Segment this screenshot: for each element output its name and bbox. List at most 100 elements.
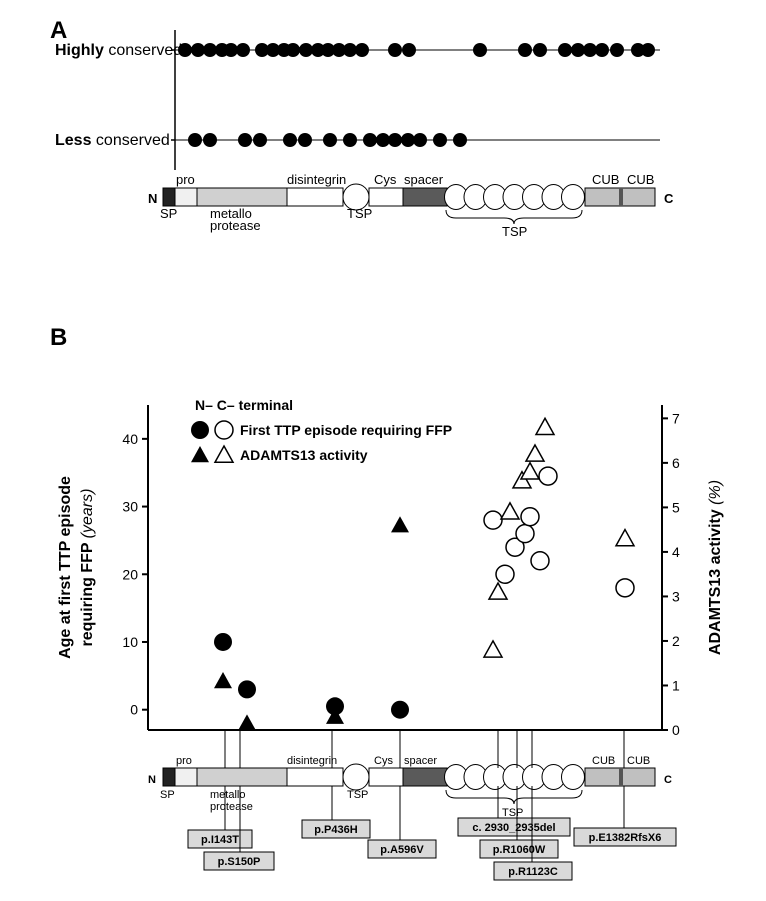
domain-label: disintegrin <box>287 172 346 187</box>
domain-segment <box>287 768 343 786</box>
right-tick-label: 4 <box>672 544 680 560</box>
tsp-brace <box>446 210 582 224</box>
panel-b-label: B <box>50 324 67 351</box>
domain-segment <box>369 768 403 786</box>
domain-label: spacer <box>404 172 444 187</box>
high-conserved-dot <box>402 43 416 57</box>
domain-label: CUB <box>627 172 654 187</box>
data-circle-open <box>531 552 549 570</box>
domain-label: TSP <box>502 224 527 239</box>
legend-marker-tri-open <box>215 446 233 462</box>
domain-label: Cys <box>374 755 393 767</box>
domain-label: pro <box>176 172 195 187</box>
domain-label: SP <box>160 789 175 801</box>
data-triangle-open <box>489 583 507 599</box>
right-tick-label: 0 <box>672 722 680 738</box>
data-triangle-open <box>526 445 544 461</box>
panel-a-label: A <box>50 17 67 44</box>
legend-header: N– C– terminal <box>195 397 293 413</box>
domain-label: CUB <box>627 755 650 767</box>
data-triangle-open <box>521 463 539 479</box>
cub-divider <box>619 188 623 206</box>
high-conserved-dot <box>203 43 217 57</box>
domain-segment <box>287 188 343 206</box>
high-conserved-dot <box>236 43 250 57</box>
low-conserved-dot <box>343 133 357 147</box>
high-conserved-dot <box>583 43 597 57</box>
low-conserved-dot <box>188 133 202 147</box>
high-conserved-dot <box>178 43 192 57</box>
right-tick-label: 2 <box>672 633 680 649</box>
high-conserved-dot <box>641 43 655 57</box>
low-conserved-dot <box>413 133 427 147</box>
domain-label: disintegrin <box>287 755 337 767</box>
high-conserved-dot <box>610 43 624 57</box>
mutation-label: p.R1060W <box>493 844 546 856</box>
c-terminal-label: C <box>664 191 674 206</box>
data-circle-open <box>521 508 539 526</box>
domain-label: Cys <box>374 172 397 187</box>
left-tick-label: 30 <box>122 499 138 515</box>
data-triangle-solid <box>391 516 409 532</box>
tsp-domain <box>343 764 369 790</box>
left-tick-label: 10 <box>122 634 138 650</box>
low-conserved-dot <box>283 133 297 147</box>
domain-segment <box>369 188 403 206</box>
low-conserved-dot <box>298 133 312 147</box>
data-triangle-open <box>616 530 634 546</box>
left-tick-label: 20 <box>122 566 138 582</box>
low-conserved-dot <box>323 133 337 147</box>
domain-label: protease <box>210 801 253 813</box>
domain-label: TSP <box>347 206 372 221</box>
low-conserved-dot <box>253 133 267 147</box>
high-conserved-dot <box>595 43 609 57</box>
data-circle-open <box>616 579 634 597</box>
domain-label: SP <box>160 206 177 221</box>
tsp-repeat <box>562 765 585 790</box>
high-conserved-dot <box>571 43 585 57</box>
low-conserved-dot <box>433 133 447 147</box>
data-circle-open <box>496 565 514 583</box>
c-terminal-label: C <box>664 774 672 786</box>
legend-marker-circle-solid <box>191 421 209 439</box>
domain-segment <box>175 188 197 206</box>
high-conserved-dot <box>518 43 532 57</box>
high-conserved-dot <box>558 43 572 57</box>
high-conserved-dot <box>343 43 357 57</box>
right-axis-title: ADAMTS13 activity (%) <box>707 480 724 655</box>
data-circle-solid <box>391 701 409 719</box>
data-circle-solid <box>214 633 232 651</box>
domain-label: CUB <box>592 755 615 767</box>
high-conserved-dot <box>533 43 547 57</box>
right-tick-label: 5 <box>672 499 680 515</box>
data-triangle-open <box>501 503 519 519</box>
cub-divider <box>619 768 623 786</box>
domain-label: TSP <box>502 807 523 819</box>
mutation-label: c. 2930_2935del <box>472 822 555 834</box>
n-terminal-label: N <box>148 774 156 786</box>
tsp-repeat <box>562 185 585 210</box>
high-conserved-dot <box>473 43 487 57</box>
domain-segment <box>197 188 287 206</box>
mutation-label: p.I143T <box>201 834 239 846</box>
right-tick-label: 1 <box>672 677 680 693</box>
domain-label: TSP <box>347 789 368 801</box>
mutation-label: p.S150P <box>218 856 261 868</box>
data-triangle-solid <box>214 672 232 688</box>
data-circle-solid <box>238 680 256 698</box>
highly-conserved-label: Highly conserved <box>55 42 182 59</box>
high-conserved-dot <box>191 43 205 57</box>
right-tick-label: 6 <box>672 455 680 471</box>
data-circle-open <box>539 467 557 485</box>
domain-label: protease <box>210 218 261 233</box>
left-axis-title: Age at first TTP episode <box>57 476 74 659</box>
high-conserved-dot <box>224 43 238 57</box>
low-conserved-dot <box>453 133 467 147</box>
domain-label: pro <box>176 755 192 767</box>
high-conserved-dot <box>355 43 369 57</box>
domain-segment <box>197 768 287 786</box>
domain-segment <box>175 768 197 786</box>
low-conserved-dot <box>401 133 415 147</box>
mutation-label: p.R1123C <box>508 866 558 878</box>
domain-segment <box>403 188 447 206</box>
